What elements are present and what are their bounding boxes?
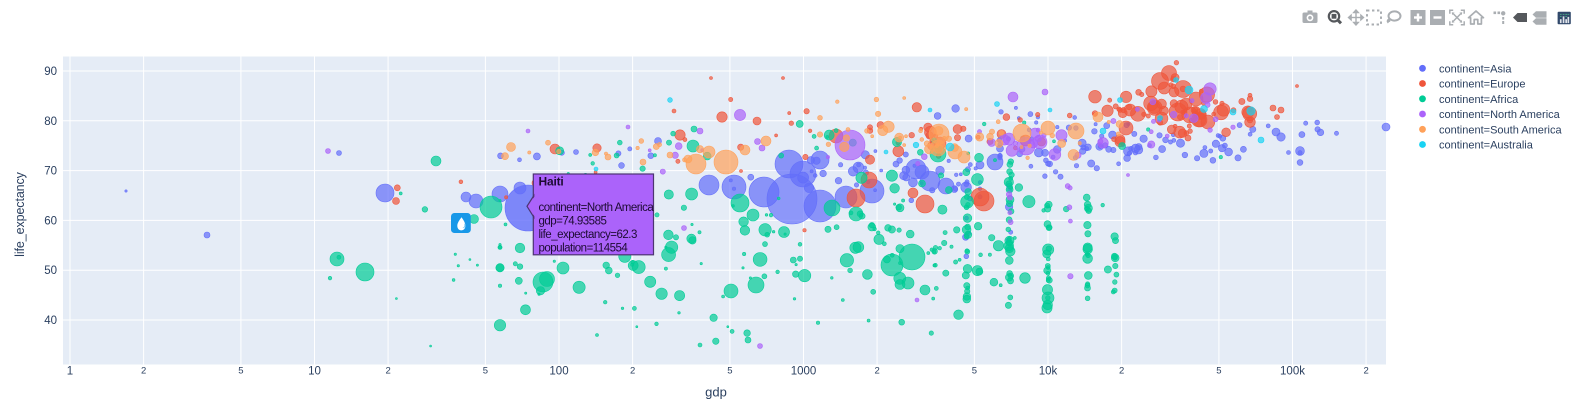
svg-text:5: 5: [238, 366, 243, 377]
svg-text:continent=Australia: continent=Australia: [1439, 140, 1534, 152]
svg-text:continent=Asia: continent=Asia: [1439, 63, 1512, 75]
svg-text:10k: 10k: [1039, 366, 1058, 378]
svg-text:Haiti: Haiti: [539, 175, 564, 189]
svg-text:2: 2: [1119, 366, 1124, 377]
svg-text:2: 2: [630, 366, 635, 377]
svg-text:life_expectancy: life_expectancy: [13, 171, 27, 257]
svg-text:90: 90: [44, 66, 57, 78]
svg-text:population=114554: population=114554: [539, 243, 629, 255]
svg-text:continent=Africa: continent=Africa: [1439, 94, 1519, 106]
svg-text:gdp=74.93585: gdp=74.93585: [539, 216, 607, 228]
svg-text:80: 80: [44, 116, 57, 128]
svg-text:continent=North America: continent=North America: [1439, 109, 1561, 121]
svg-text:gdp: gdp: [705, 385, 727, 400]
svg-text:100: 100: [549, 366, 568, 378]
svg-text:5: 5: [727, 366, 732, 377]
svg-text:2: 2: [1363, 366, 1368, 377]
svg-text:2: 2: [141, 366, 146, 377]
svg-text:1: 1: [67, 366, 73, 378]
svg-text:continent=South America: continent=South America: [1439, 124, 1562, 136]
svg-text:60: 60: [44, 215, 57, 227]
svg-text:continent=Europe: continent=Europe: [1439, 79, 1526, 91]
svg-text:5: 5: [1216, 366, 1221, 377]
svg-text:40: 40: [44, 315, 57, 327]
svg-text:1000: 1000: [791, 366, 817, 378]
svg-text:continent=North America: continent=North America: [539, 202, 655, 214]
svg-text:10: 10: [308, 366, 321, 378]
svg-text:5: 5: [972, 366, 977, 377]
svg-text:2: 2: [385, 366, 390, 377]
svg-text:70: 70: [44, 166, 57, 178]
svg-text:2: 2: [874, 366, 879, 377]
svg-text:5: 5: [483, 366, 488, 377]
svg-text:life_expectancy=62.3: life_expectancy=62.3: [539, 229, 637, 241]
svg-text:50: 50: [44, 265, 57, 277]
svg-text:100k: 100k: [1280, 366, 1305, 378]
